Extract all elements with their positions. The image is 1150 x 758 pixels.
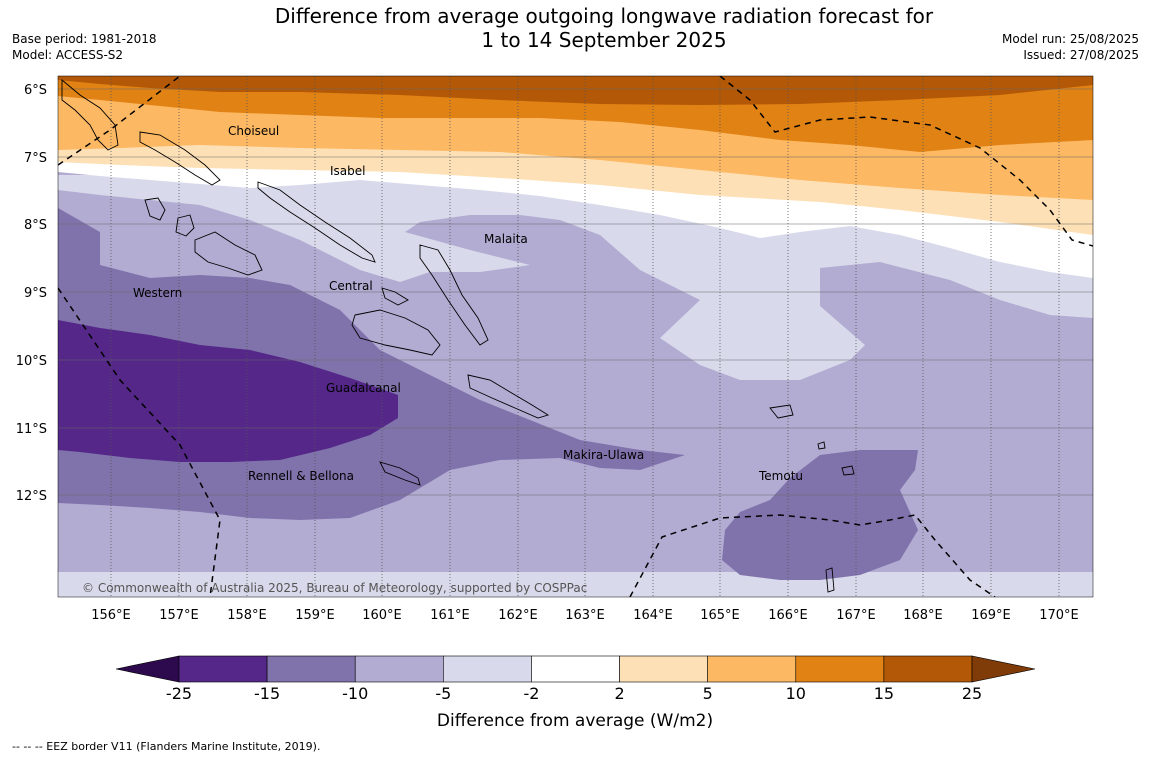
colorbar-tick-label: -15: [254, 684, 280, 703]
lon-label: 163°E: [565, 608, 605, 623]
model-name: Model: ACCESS-S2: [12, 48, 124, 62]
lat-label: 6°S: [24, 83, 47, 98]
lon-label: 170°E: [1039, 608, 1079, 623]
colorbar-tick-label: 15: [874, 684, 894, 703]
colorbar-tick-label: 25: [962, 684, 982, 703]
rennell-coast: [379, 461, 421, 486]
malaita-coast: [419, 244, 489, 346]
lon-label: 169°E: [971, 608, 1011, 623]
field-neutral: [58, 150, 1093, 278]
lat-label: 7°S: [24, 151, 47, 166]
anomaly-field: [58, 76, 1093, 597]
lon-label: 167°E: [836, 608, 876, 623]
colorbar-tick-label: -25: [166, 684, 192, 703]
tikopia-coast: [817, 441, 826, 450]
field-plus2: [58, 128, 1093, 235]
colorbar-extend-high: [971, 655, 1036, 683]
colorbar-ticks: -25 -15 -10 -5 -2 2 5 10 15 25: [166, 684, 982, 703]
vella-lavella-coast: [144, 197, 166, 221]
santa-cruz-coast: [769, 404, 794, 419]
lon-label: 168°E: [903, 608, 943, 623]
region-label-choiseul: Choiseul: [228, 124, 279, 138]
choiseul-coast: [139, 131, 221, 186]
region-label-malaita: Malaita: [484, 232, 528, 246]
new-georgia-coast: [194, 231, 263, 276]
lon-label: 162°E: [498, 608, 538, 623]
colorbar-tick-label: 2: [614, 684, 624, 703]
field-minus5-south: [58, 572, 1093, 597]
colorbar-swatch: [443, 655, 532, 683]
colorbar: -25 -15 -10 -5 -2 2 5 10 15 25 Difference from av…: [115, 655, 1036, 731]
colorbar-swatch: [266, 655, 356, 683]
region-label-rennell: Rennell & Bellona: [248, 469, 354, 483]
lon-label: 166°E: [768, 608, 808, 623]
issued-date: Issued: 27/08/2025: [1023, 48, 1139, 62]
model-run: Model run: 25/08/2025: [1001, 32, 1139, 46]
colorbar-extend-low: [115, 655, 180, 683]
isabel-coast: [257, 181, 376, 263]
region-label-western: Western: [133, 286, 182, 300]
colorbar-label: Difference from average (W/m2): [437, 711, 713, 731]
coastlines: [61, 79, 855, 593]
colorbar-swatches: [115, 655, 1036, 683]
temotu-islet-coast: [841, 465, 855, 476]
lon-axis: 156°E 157°E 158°E 159°E 160°E 161°E 162°…: [91, 608, 1079, 623]
colorbar-swatch: [707, 655, 797, 683]
base-period: Base period: 1981-2018: [12, 32, 157, 46]
meta-left: Base period: 1981-2018 Model: ACCESS-S2: [12, 31, 157, 63]
colorbar-tick-label: 5: [703, 684, 713, 703]
lat-label: 10°S: [16, 354, 47, 369]
meta-right: Model run: 25/08/2025 Issued: 27/08/2025: [1002, 31, 1139, 63]
colorbar-tick-label: -5: [435, 684, 451, 703]
makira-coast: [467, 374, 550, 419]
lon-label: 165°E: [700, 608, 740, 623]
lon-label: 158°E: [227, 608, 267, 623]
lat-axis: 6°S 7°S 8°S 9°S 10°S 11°S 12°S: [16, 83, 47, 504]
lat-gridlines: [58, 88, 1093, 496]
guadalcanal-coast: [351, 309, 441, 356]
region-labels: Choiseul Isabel Malaita Western Central …: [133, 124, 803, 483]
field-minus15: [58, 320, 398, 462]
map-frame: [57, 75, 1094, 598]
lat-label: 9°S: [24, 286, 47, 301]
region-label-guadalcanal: Guadalcanal: [326, 381, 401, 395]
colorbar-swatch: [619, 655, 708, 683]
colorbar-swatch: [178, 655, 268, 683]
colorbar-swatch: [883, 655, 973, 683]
colorbar-tick-label: 10: [786, 684, 806, 703]
lon-label: 156°E: [91, 608, 131, 623]
lat-label: 8°S: [24, 218, 47, 233]
region-label-temotu: Temotu: [758, 469, 803, 483]
copyright-notice: © Commonwealth of Australia 2025, Bureau…: [82, 581, 587, 595]
eez-legend: -- -- -- EEZ border V11 (Flanders Marine…: [12, 740, 321, 753]
colorbar-tick-label: -2: [523, 684, 539, 703]
lon-label: 161°E: [430, 608, 470, 623]
region-label-isabel: Isabel: [330, 164, 365, 178]
lat-label: 11°S: [16, 422, 47, 437]
region-label-central: Central: [329, 279, 373, 293]
title-line-1: Difference from average outgoing longwav…: [274, 4, 934, 28]
kolombangara-coast: [175, 214, 195, 237]
colorbar-swatch: [354, 655, 444, 683]
lon-label: 160°E: [362, 608, 402, 623]
title-line-2: 1 to 14 September 2025: [481, 28, 727, 52]
bougainville-coast: [61, 79, 119, 151]
southern-islet-coast: [825, 567, 835, 593]
map-title: Difference from average outgoing longwav…: [200, 4, 1008, 52]
lat-label: 12°S: [16, 489, 47, 504]
eez-borders: [58, 76, 1093, 597]
field-minus10-east: [722, 450, 918, 580]
lon-label: 164°E: [633, 608, 673, 623]
region-label-makira: Makira-Ulawa: [563, 448, 644, 462]
colorbar-swatch: [795, 655, 885, 683]
lon-label: 157°E: [159, 608, 199, 623]
field-plus15: [58, 76, 1093, 105]
lon-label: 159°E: [295, 608, 335, 623]
colorbar-tick-label: -10: [342, 684, 368, 703]
florida-islands-coast: [381, 287, 409, 306]
colorbar-swatch: [531, 655, 620, 683]
